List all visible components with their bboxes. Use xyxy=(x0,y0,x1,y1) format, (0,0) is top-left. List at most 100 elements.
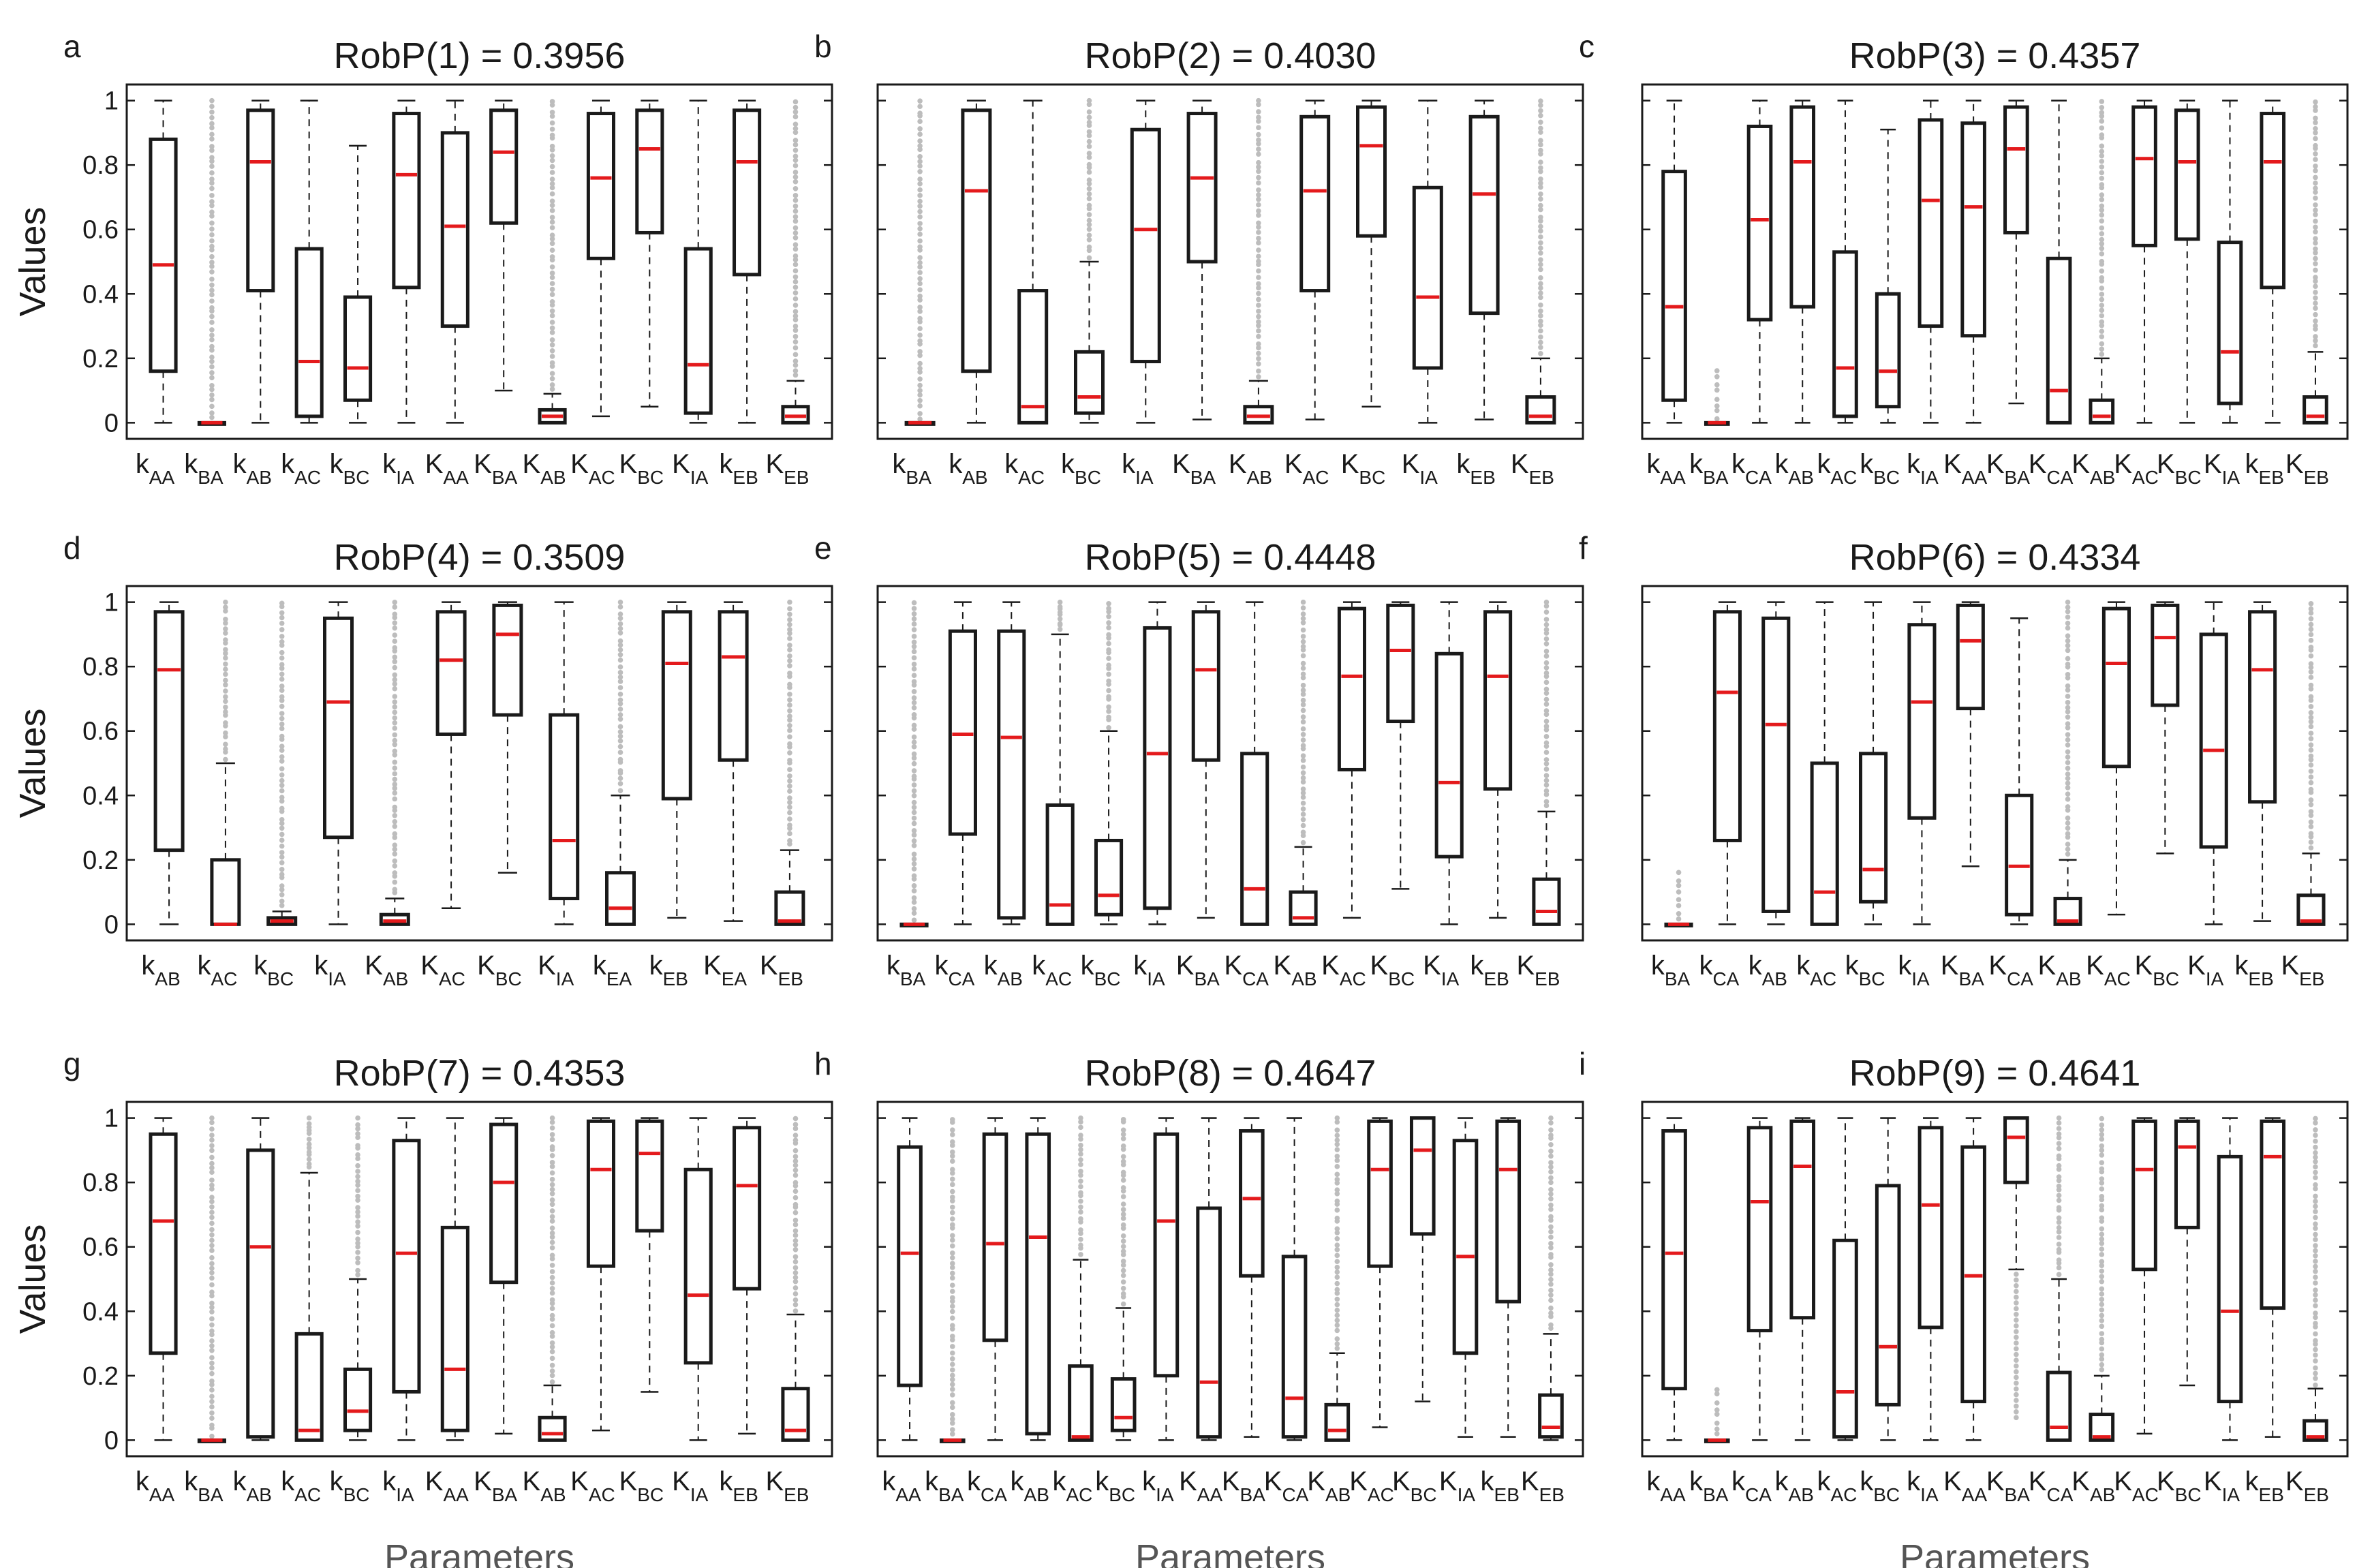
parameter-symbol: K xyxy=(703,951,722,981)
outlier-point xyxy=(917,255,923,260)
outlier-point xyxy=(911,616,917,622)
outlier-point xyxy=(1256,368,1261,374)
outlier-point xyxy=(1086,177,1092,183)
parameter-label: kCA xyxy=(1731,449,1772,488)
outlier-point xyxy=(209,1199,215,1205)
outlier-point xyxy=(911,883,917,889)
outlier-point xyxy=(2014,1317,2019,1323)
outlier-point xyxy=(2099,319,2105,325)
box-KAA: KAA xyxy=(425,99,469,488)
outlier-point xyxy=(1086,232,1092,239)
outlier-point xyxy=(355,1188,360,1193)
outlier-point xyxy=(617,738,623,744)
parameter-symbol: K xyxy=(1988,951,2007,981)
parameter-subscript: IA xyxy=(1458,1484,1476,1505)
outlier-point xyxy=(917,349,923,354)
outlier-point xyxy=(223,704,228,710)
outlier-point xyxy=(1334,1274,1340,1280)
outlier-point xyxy=(787,723,792,728)
y-tick-label: 0 xyxy=(104,409,119,437)
outlier-point xyxy=(2313,256,2318,262)
outlier-point xyxy=(792,1278,799,1285)
outlier-point xyxy=(2313,1382,2318,1388)
parameter-subscript: AA xyxy=(1197,1484,1223,1505)
outlier-point xyxy=(2313,115,2318,121)
box-KAB: KAB xyxy=(365,599,410,989)
outlier-point xyxy=(1086,119,1092,125)
parameter-symbol: k xyxy=(967,1466,981,1496)
panel-letter: i xyxy=(1579,1046,1586,1081)
box-kAC: kAC xyxy=(281,99,324,488)
outlier-point xyxy=(209,132,215,137)
outlier-point xyxy=(2313,1280,2318,1286)
parameter-label: KCA xyxy=(1264,1466,1309,1505)
outlier-point xyxy=(549,1230,555,1236)
parameter-subscript: BC xyxy=(343,1484,370,1505)
outlier-point xyxy=(355,1135,360,1140)
outlier-point xyxy=(1334,1345,1340,1351)
outlier-point xyxy=(1078,1142,1083,1148)
parameter-subscript: IA xyxy=(690,1484,709,1505)
outlier-point xyxy=(1256,168,1261,174)
parameter-symbol: K xyxy=(1264,1466,1282,1496)
outlier-point xyxy=(2313,1225,2318,1231)
box-kBA: kBA xyxy=(892,98,936,488)
outlier-point xyxy=(1714,408,1720,414)
parameter-subscript: AA xyxy=(1660,467,1686,488)
outlier-point xyxy=(787,697,792,703)
parameter-label: KAB xyxy=(523,1466,566,1505)
outlier-point xyxy=(2065,749,2071,755)
outlier-point xyxy=(279,887,285,893)
parameter-symbol: k xyxy=(382,1466,397,1496)
outlier-point xyxy=(2313,108,2318,113)
outlier-point xyxy=(2056,1131,2062,1137)
outlier-point xyxy=(2313,1287,2318,1293)
outlier-point xyxy=(279,671,285,677)
parameter-symbol: K xyxy=(2038,951,2057,981)
outlier-point xyxy=(917,326,923,331)
outlier-point xyxy=(2099,1307,2105,1312)
parameter-label: kIA xyxy=(382,449,414,488)
parameter-symbol: k xyxy=(1481,1466,1495,1496)
box-KAC: KAC xyxy=(570,1117,616,1505)
parameter-symbol: k xyxy=(649,951,664,981)
outlier-point xyxy=(787,816,792,822)
parameter-label: KAA xyxy=(1943,449,1987,488)
outlier-point xyxy=(209,392,215,398)
outlier-point xyxy=(617,724,623,730)
box-kAC: kAC xyxy=(1053,1115,1094,1505)
outlier-point xyxy=(549,1323,555,1329)
outlier-point xyxy=(2313,1248,2318,1254)
parameter-subscript: AC xyxy=(1831,467,1858,488)
outlier-point xyxy=(2099,1186,2105,1192)
outlier-point xyxy=(1538,147,1543,153)
outlier-point xyxy=(392,748,398,754)
outlier-point xyxy=(1543,782,1550,788)
outlier-point xyxy=(2065,785,2071,790)
outlier-point xyxy=(2065,599,2071,605)
outlier-point xyxy=(2313,185,2318,191)
parameter-subscript: IA xyxy=(396,1484,414,1505)
outlier-point xyxy=(2099,322,2105,328)
outlier-point xyxy=(209,358,215,365)
outlier-point xyxy=(2014,1346,2019,1352)
outlier-point xyxy=(911,643,917,649)
outlier-point xyxy=(949,1170,955,1176)
outlier-point xyxy=(2065,647,2071,654)
parameter-label: kBA xyxy=(1689,1466,1729,1505)
outlier-point xyxy=(549,1379,555,1385)
outlier-point xyxy=(549,1214,555,1220)
outlier-point xyxy=(209,1165,215,1171)
outlier-point xyxy=(1120,1267,1126,1274)
outlier-point xyxy=(392,765,398,771)
box-KAA: KAA xyxy=(1943,1117,1987,1505)
outlier-point xyxy=(1543,718,1550,724)
outlier-point xyxy=(1538,285,1543,291)
outlier-point xyxy=(1120,1169,1126,1175)
outlier-point xyxy=(792,1126,799,1131)
outlier-point xyxy=(617,706,623,712)
outlier-point xyxy=(792,1246,799,1252)
outlier-point xyxy=(2065,815,2071,821)
outlier-point xyxy=(549,354,555,359)
outlier-point xyxy=(911,810,917,816)
